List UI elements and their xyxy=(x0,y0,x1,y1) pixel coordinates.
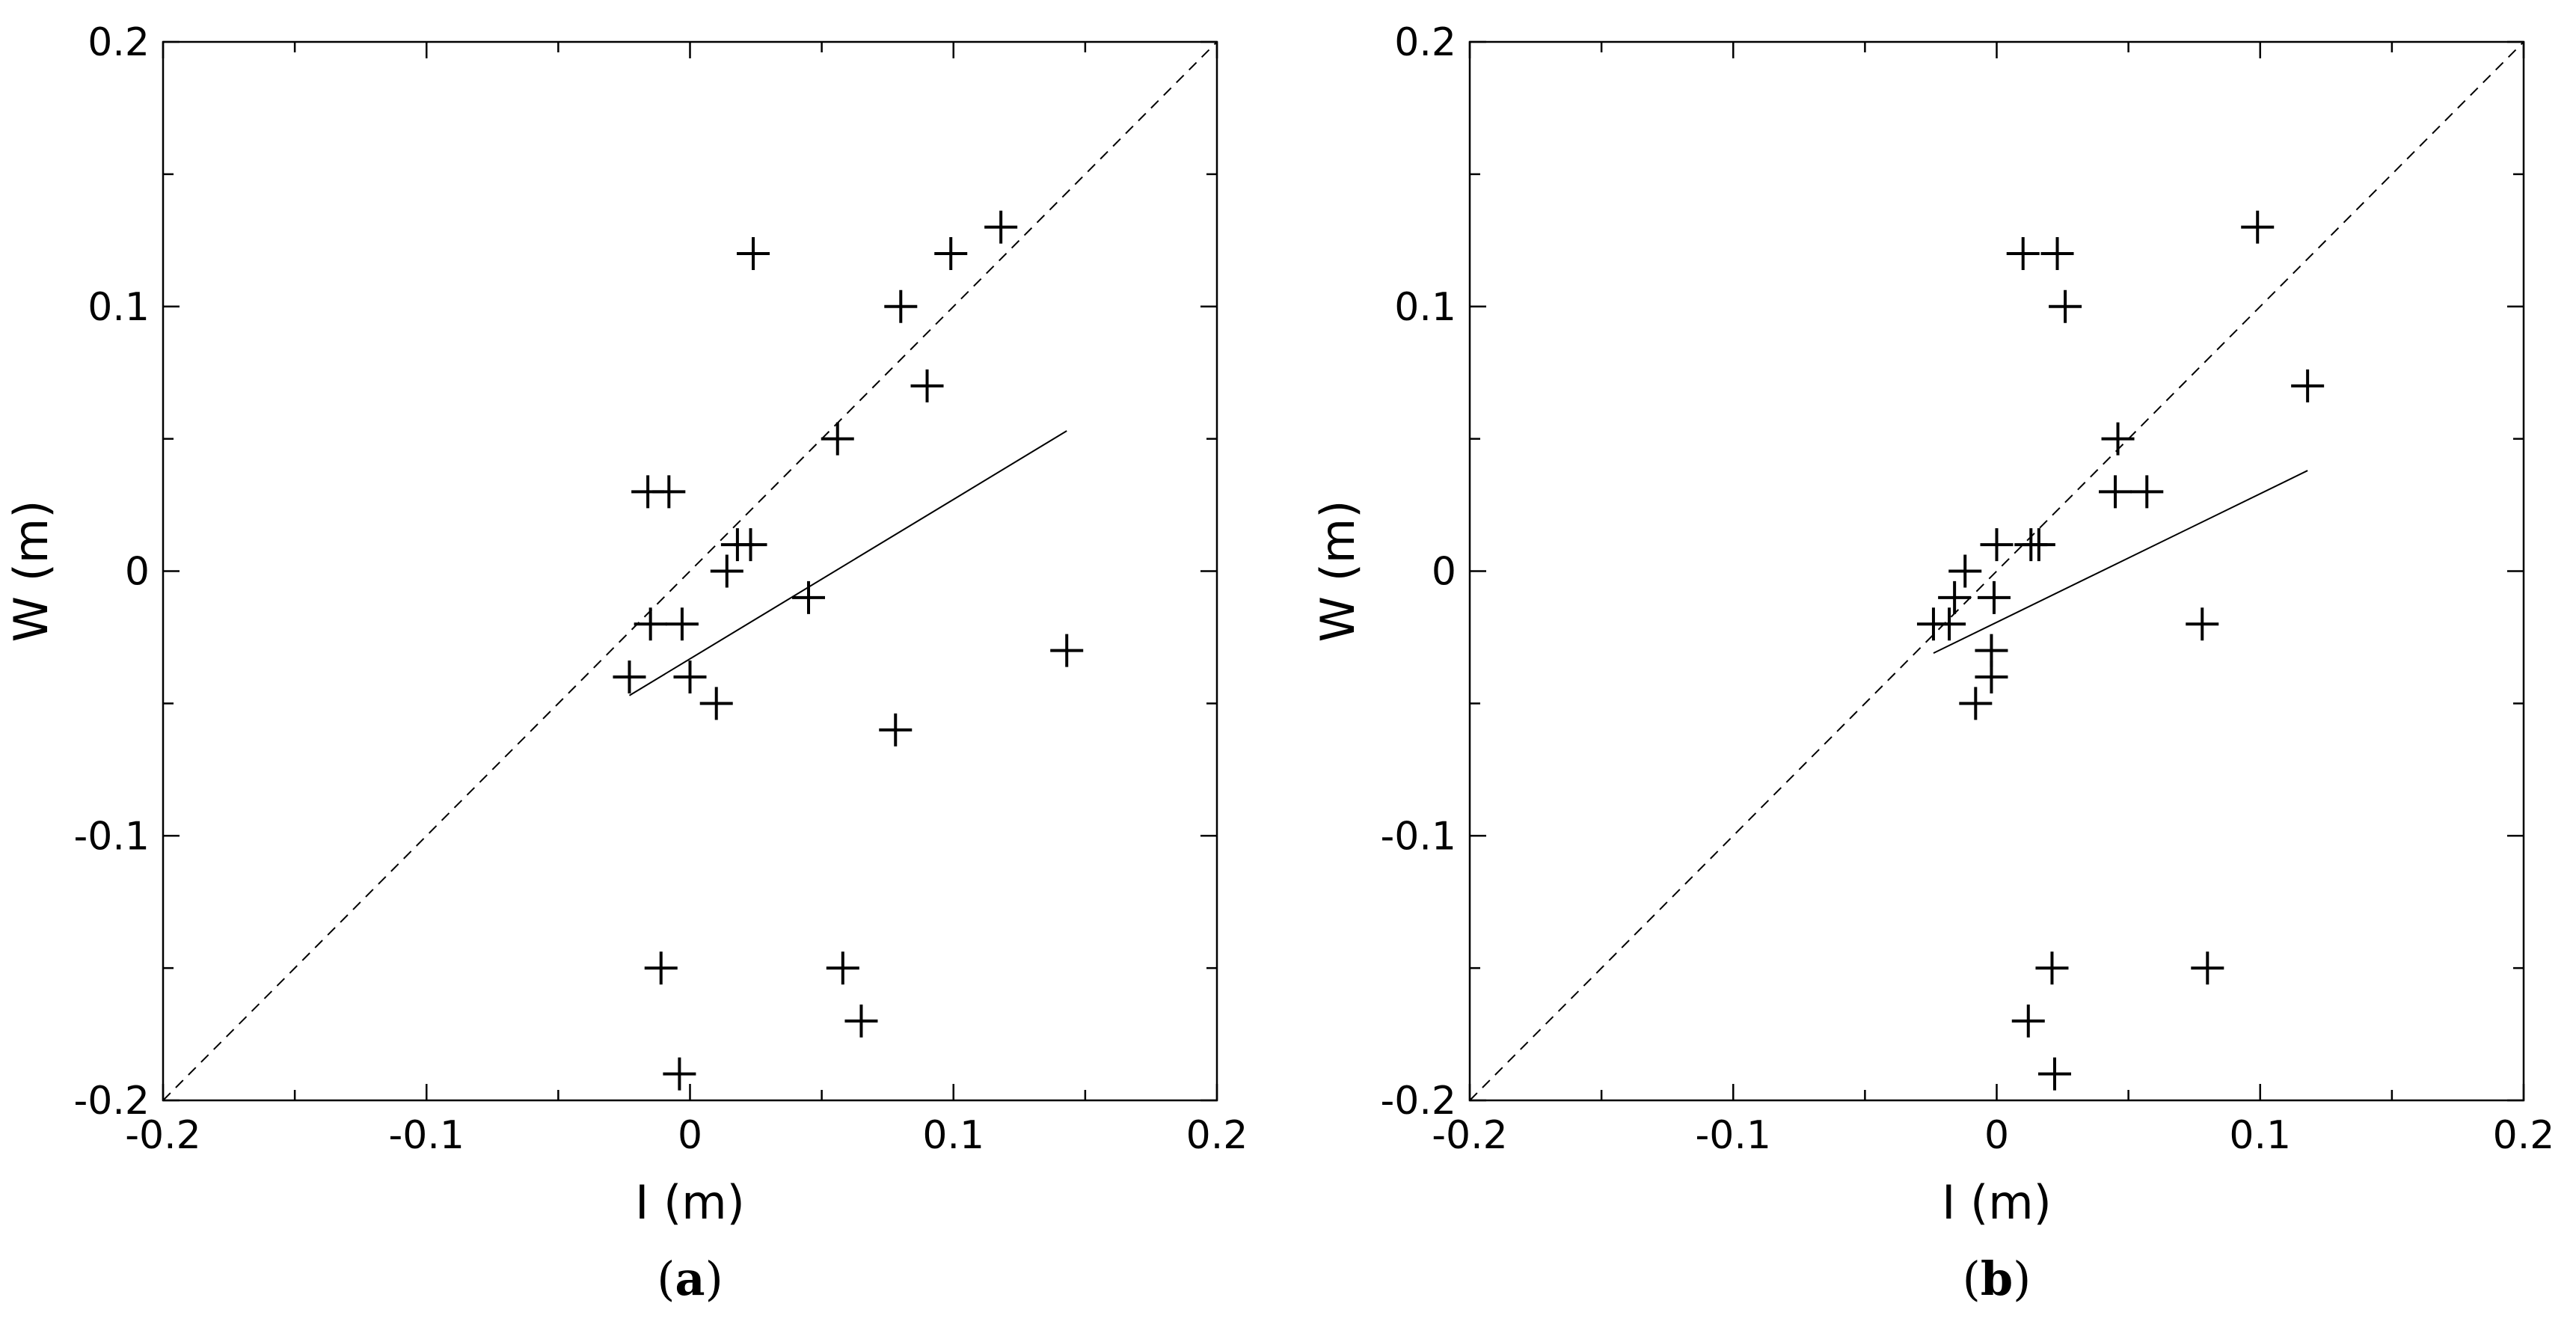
data-point xyxy=(1933,607,1966,641)
y-tick-label: -0.2 xyxy=(1381,1079,1456,1124)
data-point xyxy=(1959,687,1993,720)
data-point xyxy=(634,607,667,641)
x-tick-label: 0 xyxy=(1984,1113,2009,1158)
data-point xyxy=(652,475,686,509)
data-point xyxy=(2049,289,2082,323)
data-point xyxy=(1980,528,2014,562)
data-point xyxy=(910,369,944,402)
data-point xyxy=(2040,237,2074,270)
data-point xyxy=(884,289,918,323)
panel-label: (b) xyxy=(1963,1251,2031,1306)
y-tick-label: 0.1 xyxy=(88,285,150,330)
data-point xyxy=(2241,210,2275,244)
data-point xyxy=(644,952,678,985)
fit-line xyxy=(1933,470,2308,655)
x-tick-label: 0.1 xyxy=(2229,1113,2291,1158)
x-tick-label: -0.1 xyxy=(389,1113,464,1158)
data-point xyxy=(2291,369,2325,402)
y-tick-label: 0 xyxy=(125,550,150,595)
x-axis-label: I (m) xyxy=(1942,1175,2052,1230)
y-tick-label: 0.2 xyxy=(88,20,150,65)
y-tick-label: -0.1 xyxy=(74,814,150,859)
data-point xyxy=(2011,1004,2045,1038)
x-tick-label: 0.1 xyxy=(922,1113,984,1158)
data-point xyxy=(2006,237,2040,270)
data-point xyxy=(821,422,854,456)
data-point xyxy=(673,661,707,693)
data-point xyxy=(984,210,1018,244)
y-tick-label: 0.1 xyxy=(1394,285,1456,330)
data-point xyxy=(2191,952,2224,985)
data-point xyxy=(2099,475,2132,509)
data-point xyxy=(2186,607,2219,641)
data-point xyxy=(879,713,913,747)
x-tick-label: 0 xyxy=(678,1113,702,1158)
data-point xyxy=(734,528,767,562)
data-point xyxy=(1975,661,2008,693)
data-point xyxy=(665,607,699,641)
y-tick-label: -0.2 xyxy=(74,1079,150,1124)
reference-line xyxy=(1469,41,2524,1101)
y-axis-label: W (m) xyxy=(4,500,58,643)
panel-b: -0.2 -0.1 0 0.1 0.2 -0.2 -0.1 0 0.1 0.2 I (m) W (m)… xyxy=(1310,20,2554,1306)
x-tick-label: -0.2 xyxy=(125,1113,200,1158)
data-point xyxy=(1977,580,2011,614)
data-point xyxy=(699,687,733,720)
data-point xyxy=(613,661,646,693)
y-tick-label: 0.2 xyxy=(1394,20,1456,65)
data-point xyxy=(663,1057,696,1091)
data-point xyxy=(2130,475,2164,509)
x-tick-label: 0.2 xyxy=(2493,1113,2555,1158)
y-tick-label: -0.1 xyxy=(1381,814,1456,859)
x-tick-label: -0.1 xyxy=(1696,1113,1771,1158)
data-point xyxy=(1948,554,1982,588)
data-point xyxy=(934,237,968,270)
x-tick-label: -0.2 xyxy=(1432,1113,1507,1158)
data-point xyxy=(844,1004,878,1038)
data-point xyxy=(2022,528,2055,562)
x-axis-label: I (m) xyxy=(635,1175,745,1230)
data-point xyxy=(1050,634,1084,667)
data-point xyxy=(2037,1057,2071,1091)
data-point xyxy=(737,237,770,270)
data-point xyxy=(1938,580,1972,614)
data-point xyxy=(2035,952,2069,985)
panel-a: -0.2 -0.1 0 0.1 0.2 -0.2 -0.1 0 0.1 0.2 I (m) W (m)… xyxy=(4,20,1248,1306)
data-point xyxy=(792,580,826,614)
reference-line xyxy=(162,41,1218,1101)
data-point xyxy=(2101,422,2135,456)
data-point xyxy=(710,554,743,588)
panel-label: (a) xyxy=(657,1251,723,1306)
y-axis-label: W (m) xyxy=(1310,500,1365,643)
y-tick-label: 0 xyxy=(1432,550,1456,595)
x-tick-label: 0.2 xyxy=(1186,1113,1248,1158)
fit-line xyxy=(628,430,1067,696)
data-point xyxy=(826,952,859,985)
